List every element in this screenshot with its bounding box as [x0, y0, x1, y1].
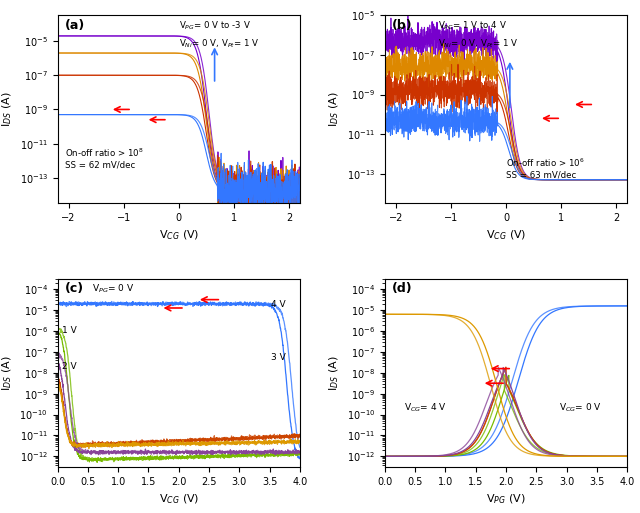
Text: (b): (b)	[392, 19, 413, 32]
Text: On-off ratio > 10$^6$
SS = 63 mV/dec: On-off ratio > 10$^6$ SS = 63 mV/dec	[506, 156, 584, 179]
Y-axis label: I$_{DS}$ (A): I$_{DS}$ (A)	[328, 92, 341, 127]
Text: V$_{Ni}$= 0 V, V$_{Pt}$= 1 V: V$_{Ni}$= 0 V, V$_{Pt}$= 1 V	[179, 38, 259, 50]
Text: (d): (d)	[392, 283, 413, 295]
Text: V$_{Ni}$= 0 V, V$_{Pt}$= 1 V: V$_{Ni}$= 0 V, V$_{Pt}$= 1 V	[438, 38, 518, 50]
X-axis label: V$_{CG}$ (V): V$_{CG}$ (V)	[159, 229, 199, 242]
Text: V$_{PG}$= 1 V to 4 V: V$_{PG}$= 1 V to 4 V	[438, 19, 507, 32]
Text: (a): (a)	[65, 19, 85, 32]
Text: 4 V: 4 V	[271, 300, 285, 309]
X-axis label: V$_{CG}$ (V): V$_{CG}$ (V)	[159, 492, 199, 506]
Text: 3 V: 3 V	[271, 352, 285, 362]
Text: V$_{PG}$= 0 V to -3 V: V$_{PG}$= 0 V to -3 V	[179, 19, 251, 32]
X-axis label: V$_{CG}$ (V): V$_{CG}$ (V)	[486, 229, 526, 242]
Text: 1 V: 1 V	[63, 326, 77, 336]
Text: V$_{CG}$= 4 V: V$_{CG}$= 4 V	[404, 401, 447, 414]
Y-axis label: I$_{DS}$ (A): I$_{DS}$ (A)	[0, 355, 14, 390]
Y-axis label: I$_{DS}$ (A): I$_{DS}$ (A)	[1, 92, 14, 127]
Text: (c): (c)	[65, 283, 84, 295]
Text: 2 V: 2 V	[63, 362, 77, 371]
Text: V$_{CG}$= 0 V: V$_{CG}$= 0 V	[559, 401, 602, 414]
Text: On-off ratio > 10$^8$
SS = 62 mV/dec: On-off ratio > 10$^8$ SS = 62 mV/dec	[65, 147, 143, 170]
X-axis label: V$_{PG}$ (V): V$_{PG}$ (V)	[486, 492, 526, 506]
Y-axis label: I$_{DS}$ (A): I$_{DS}$ (A)	[328, 355, 341, 390]
Text: V$_{PG}$= 0 V: V$_{PG}$= 0 V	[92, 283, 134, 295]
